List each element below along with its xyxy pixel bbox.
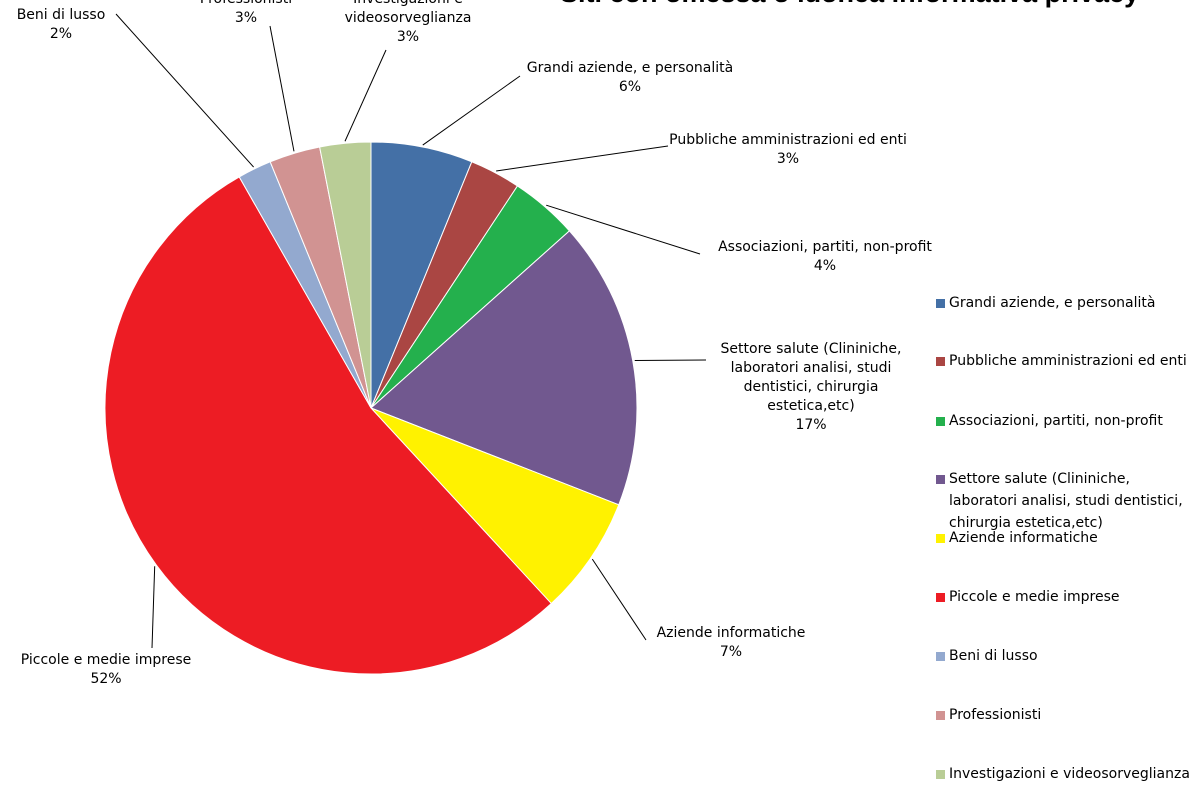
legend-swatch (936, 299, 945, 308)
leader-line (546, 204, 701, 255)
legend-label: Investigazioni e videosorveglianza (949, 766, 1190, 782)
legend-item: Settore salute (Clininiche, laboratori a… (936, 468, 1198, 534)
data-label-value: 4% (813, 258, 837, 274)
data-label: Associazioni, partiti, non-profit 4% (700, 238, 950, 276)
legend-swatch (936, 652, 945, 661)
legend-item: Associazioni, partiti, non-profit (936, 410, 1198, 432)
legend-swatch (936, 593, 945, 602)
pie-slice (104, 176, 553, 675)
data-label: Aziende informatiche 7% (646, 624, 816, 662)
leader-line (634, 359, 707, 362)
legend-label: Grandi aziende, e personalità (949, 295, 1156, 311)
legend-item: Pubbliche amministrazioni ed enti (936, 350, 1198, 372)
pie-slice (370, 230, 638, 506)
legend-label: Associazioni, partiti, non-profit (949, 413, 1163, 429)
legend-swatch (936, 534, 945, 543)
legend-label: Beni di lusso (949, 648, 1038, 664)
data-label-name: Professionisti (176, 0, 316, 9)
leader-line (496, 145, 669, 172)
data-label-name: Associazioni, partiti, non-profit (718, 239, 932, 255)
leader-line (115, 13, 254, 168)
data-label-name: Aziende informatiche (656, 625, 806, 641)
leader-line (591, 558, 647, 641)
data-label-name: Pubbliche amministrazioni ed enti (669, 132, 907, 148)
legend-label: Piccole e medie imprese (949, 589, 1120, 605)
data-label-value: 2% (49, 26, 73, 42)
legend-item: Aziende informatiche (936, 527, 1198, 549)
leader-line (422, 75, 521, 146)
legend-item: Professionisti (936, 704, 1198, 726)
legend-swatch (936, 475, 945, 484)
data-label-name: Grandi aziende, e personalità (526, 60, 734, 76)
data-label-name: Piccole e medie imprese (20, 652, 192, 668)
data-label-value: 3% (776, 151, 800, 167)
data-label-value: 7% (719, 644, 743, 660)
chart-title: Siti con omessa o idonea informativa pri… (560, 0, 1200, 9)
data-label: Pubbliche amministrazioni ed enti 3% (668, 131, 908, 169)
data-label: Piccole e medie imprese 52% (6, 651, 206, 689)
data-label: Investigazioni e videosorveglianza 3% (318, 0, 498, 47)
pie-slice (370, 407, 620, 605)
data-label-value: 6% (618, 79, 642, 95)
legend-item: Investigazioni e videosorveglianza (936, 763, 1198, 785)
legend-item: Grandi aziende, e personalità (936, 292, 1198, 314)
leader-line (344, 49, 387, 142)
pie-chart (104, 13, 707, 675)
data-label-value: 3% (396, 29, 420, 45)
data-label-value: 52% (90, 671, 122, 687)
leader-line (151, 566, 156, 649)
legend-label: Settore salute (Clininiche, laboratori a… (949, 471, 1183, 531)
data-label: Grandi aziende, e personalità 6% (520, 59, 740, 97)
legend-swatch (936, 770, 945, 779)
legend-swatch (936, 711, 945, 720)
legend-item: Piccole e medie imprese (936, 586, 1198, 608)
legend-swatch (936, 417, 945, 426)
legend-item: Beni di lusso (936, 645, 1198, 667)
data-label-name: Settore salute (Clininiche, laboratori a… (720, 341, 902, 414)
legend-label: Aziende informatiche (949, 530, 1098, 546)
leader-line (269, 25, 295, 152)
data-label: Beni di lusso 2% (6, 6, 116, 44)
legend-swatch (936, 357, 945, 366)
pie-slice (319, 141, 372, 409)
data-label: Professionisti3% (176, 0, 316, 28)
data-label-value: 17% (795, 417, 827, 433)
data-label-name: Investigazioni e videosorveglianza (344, 0, 472, 26)
data-label-value: 3% (234, 10, 258, 26)
data-label: Settore salute (Clininiche, laboratori a… (706, 340, 916, 435)
data-label-name: Beni di lusso (16, 7, 106, 23)
legend-label: Professionisti (949, 707, 1042, 723)
legend-label: Pubbliche amministrazioni ed enti (949, 353, 1187, 369)
